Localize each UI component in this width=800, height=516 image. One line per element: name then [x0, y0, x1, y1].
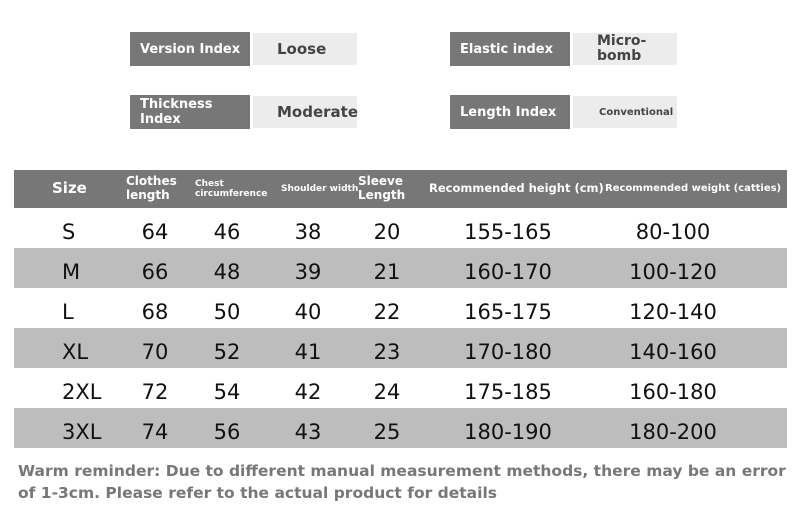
table-cell: 22 [373, 300, 401, 324]
table-row [14, 408, 787, 448]
attribute-value: Conventional [573, 96, 677, 128]
header-cell: Recommended height (cm) [429, 181, 604, 196]
note: Warm reminder: Due to different manual m… [18, 462, 786, 502]
table-cell: 21 [373, 260, 401, 284]
table-cell: 23 [373, 340, 401, 364]
table-cell: 160-170 [464, 260, 552, 284]
table-cell: 2XL [62, 380, 102, 404]
attribute-label: Elastic index [450, 32, 570, 66]
table-cell: 68 [141, 300, 169, 324]
header-cell: Size [52, 179, 87, 198]
header-cell: Clothes length [126, 174, 177, 202]
header-cell: Sleeve Length [358, 174, 406, 202]
table-cell: 48 [213, 260, 241, 284]
table-cell: 66 [141, 260, 169, 284]
attribute-label: Length Index [450, 95, 570, 129]
header-cell: Shoulder width [281, 183, 359, 194]
table-cell: 50 [213, 300, 241, 324]
table-cell: 25 [373, 420, 401, 444]
table-cell: 80-100 [635, 220, 711, 244]
table-cell: 24 [373, 380, 401, 404]
table-cell: 165-175 [464, 300, 552, 324]
table-cell: 155-165 [464, 220, 552, 244]
header-cell: Recommended weight (catties) [605, 183, 782, 195]
table-cell: 41 [294, 340, 322, 364]
table-cell: 42 [294, 380, 322, 404]
table-cell: 52 [213, 340, 241, 364]
table-cell: 100-120 [629, 260, 717, 284]
table-row [14, 248, 787, 288]
attribute-label: Thickness Index [130, 95, 250, 129]
table-cell: 72 [141, 380, 169, 404]
table-cell: 43 [294, 420, 322, 444]
table-cell: L [62, 300, 74, 324]
table-cell: 170-180 [464, 340, 552, 364]
attribute-label: Version Index [130, 32, 250, 66]
table-cell: 64 [141, 220, 169, 244]
attribute-value: Micro-bomb [573, 33, 677, 65]
table-cell: 160-180 [629, 380, 717, 404]
table-cell: 56 [213, 420, 241, 444]
table-cell: 175-185 [464, 380, 552, 404]
table-header [14, 170, 787, 208]
table-cell: 180-190 [464, 420, 552, 444]
table-cell: 70 [141, 340, 169, 364]
table-cell: 20 [373, 220, 401, 244]
table-cell: S [62, 220, 76, 244]
table-cell: 140-160 [629, 340, 717, 364]
table-cell: 40 [294, 300, 322, 324]
table-cell: 38 [294, 220, 322, 244]
table-cell: 74 [141, 420, 169, 444]
table-cell: 39 [294, 260, 322, 284]
header-cell: Chest circumference [195, 178, 268, 199]
table-row [14, 328, 787, 368]
table-cell: 180-200 [629, 420, 717, 444]
attribute-value: Loose [253, 33, 357, 65]
table-cell: M [62, 260, 81, 284]
table-cell: XL [62, 340, 89, 364]
table-cell: 3XL [62, 420, 102, 444]
attribute-value: Moderate [253, 96, 358, 128]
table-cell: 120-140 [629, 300, 717, 324]
table-cell: 46 [213, 220, 241, 244]
table-cell: 54 [213, 380, 241, 404]
